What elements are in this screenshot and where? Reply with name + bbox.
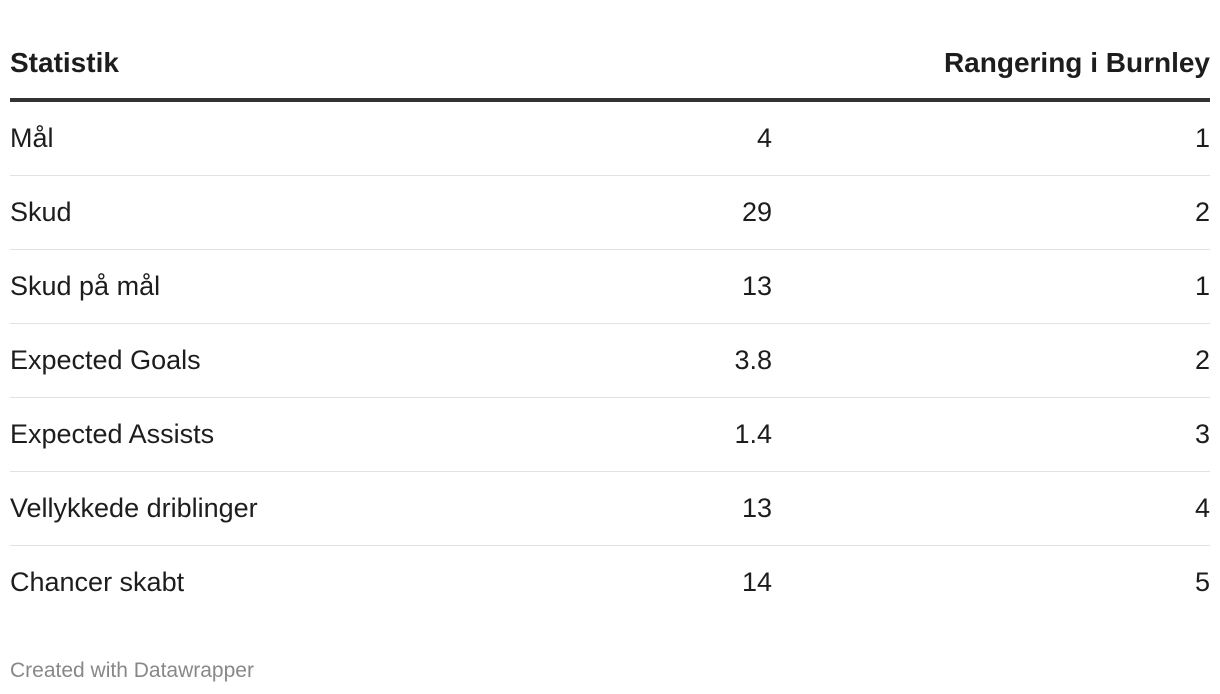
- stat-rank: 4: [1194, 493, 1210, 523]
- stat-rank: 3: [1194, 419, 1210, 449]
- header-rule: [10, 98, 1210, 102]
- stat-value: 3.8: [734, 345, 772, 375]
- stat-rank: 2: [1194, 197, 1210, 227]
- stat-name: Skud på mål: [10, 271, 161, 301]
- stat-name: Vellykkede driblinger: [10, 493, 258, 523]
- row-divider: [10, 471, 1210, 472]
- header-rank: Rangering i Burnley: [943, 47, 1210, 78]
- row-divider: [10, 397, 1210, 398]
- stat-rank: 2: [1194, 345, 1210, 375]
- stat-name: Skud: [10, 197, 72, 227]
- stat-value: 13: [741, 493, 772, 523]
- row-divider: [10, 323, 1210, 324]
- stat-rank: 1: [1194, 123, 1210, 153]
- stat-name: Mål: [10, 123, 54, 153]
- stat-value: 4: [756, 123, 772, 153]
- footer: Created with Datawrapper: [10, 659, 254, 682]
- header-statistik: Statistik: [10, 47, 119, 78]
- row-divider: [10, 545, 1210, 546]
- stat-rank: 5: [1194, 567, 1210, 597]
- stat-name: Expected Goals: [10, 345, 201, 375]
- stat-value: 13: [741, 271, 772, 301]
- stat-value: 29: [741, 197, 772, 227]
- stat-value: 14: [741, 567, 772, 597]
- stat-value: 1.4: [734, 419, 772, 449]
- stat-rank: 1: [1194, 271, 1210, 301]
- row-divider: [10, 249, 1210, 250]
- stat-name: Chancer skabt: [10, 567, 185, 597]
- row-divider: [10, 175, 1210, 176]
- stat-name: Expected Assists: [10, 419, 215, 449]
